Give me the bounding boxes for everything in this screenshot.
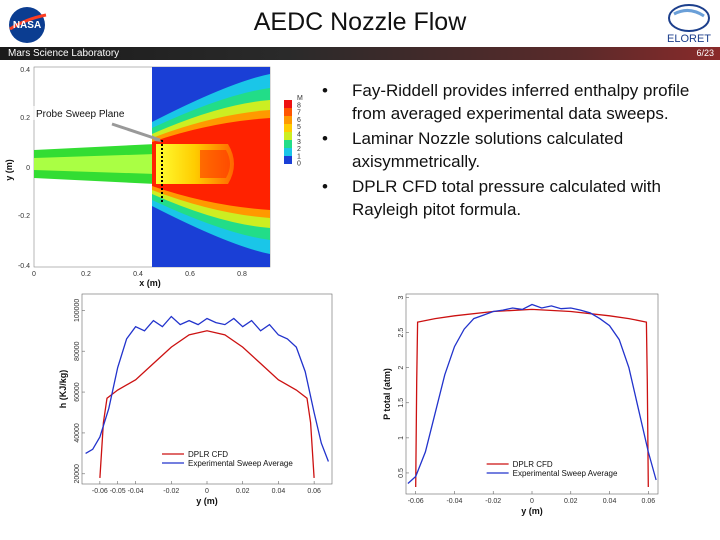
- contour-x-tick: 0.6: [185, 271, 195, 278]
- colorbar-label: 5: [297, 124, 301, 131]
- contour-y-tick: 0.2: [20, 115, 30, 122]
- y-tick-label: 1: [398, 436, 405, 440]
- colorbar-label: 0: [297, 161, 301, 168]
- y-tick-label: 0.5: [398, 468, 405, 478]
- y-axis-label: P total (atm): [382, 368, 392, 420]
- bullet-item: • Laminar Nozzle solutions calculated axi…: [322, 128, 714, 173]
- series-line-experimental: [85, 315, 330, 462]
- x-tick-label: -0.05: [110, 488, 126, 495]
- colorbar-label: 7: [297, 110, 301, 117]
- svg-text:NASA: NASA: [13, 20, 41, 31]
- probe-sweep-label: Probe Sweep Plane: [36, 109, 125, 120]
- x-tick-label: 0.06: [641, 498, 655, 505]
- contour-y-tick: 0: [26, 165, 30, 172]
- colorbar: [284, 100, 292, 164]
- page-number: 6/23: [696, 48, 714, 58]
- contour-y-tick: -0.4: [18, 263, 30, 270]
- y-tick-label: 3: [398, 295, 405, 299]
- contour-x-tick: 0: [32, 271, 36, 278]
- x-tick-label: 0: [530, 498, 534, 505]
- plot-area: [81, 293, 333, 485]
- pressure-chart: -0.06 -0.04 -0.02 0 0.02 0.04 0.06 0.5 1 1.5 2 2.5 3…: [382, 293, 659, 516]
- plot-area: [405, 293, 659, 495]
- y-axis-label: h (KJ/kg): [58, 370, 68, 409]
- eloret-logo-text: ELORET: [667, 33, 711, 45]
- contour-y-label: y (m): [4, 159, 14, 181]
- x-tick-label: 0.02: [236, 488, 250, 495]
- legend-label: Experimental Sweep Average: [188, 459, 293, 468]
- contour-y-ticks: 0.4 0.2 0 -0.2 -0.4: [18, 67, 30, 270]
- x-tick-label: -0.06: [92, 488, 108, 495]
- contour-y-tick: -0.2: [18, 213, 30, 220]
- legend-label: DPLR CFD: [188, 450, 228, 459]
- y-tick-label: 80000: [74, 341, 81, 361]
- bullet-text: Laminar Nozzle solutions calculated axis…: [352, 129, 624, 171]
- x-tick-label: 0: [205, 488, 209, 495]
- enthalpy-chart: -0.06 -0.05 -0.04 -0.02 0 0.02 0.04 0.06 20000 40…: [58, 293, 333, 506]
- contour-y-tick: 0.4: [20, 67, 30, 74]
- x-tick-label: -0.04: [446, 498, 462, 505]
- y-tick-label: 2: [398, 366, 405, 370]
- x-tick-label: -0.04: [128, 488, 144, 495]
- annotation-arrow: [111, 122, 161, 142]
- x-tick-label: -0.06: [408, 498, 424, 505]
- contour-x-label: x (m): [139, 278, 161, 288]
- bullet-item: • Fay-Riddell provides inferred enthalpy …: [322, 80, 714, 125]
- series-line-dplr-cfd: [99, 330, 315, 478]
- nasa-logo: NASA: [9, 7, 47, 43]
- y-tick-label: 2.5: [398, 328, 405, 338]
- series-line-experimental: [407, 303, 657, 484]
- colorbar-label: 6: [297, 117, 301, 124]
- contour-x-tick: 0.8: [237, 271, 247, 278]
- y-tick-label: 40000: [74, 423, 81, 443]
- header-bar: [0, 47, 720, 60]
- eloret-logo: ELORET: [660, 2, 718, 46]
- colorbar-label: 2: [297, 146, 301, 153]
- colorbar-label: 4: [297, 132, 301, 139]
- y-tick-label: 60000: [74, 382, 81, 402]
- x-tick-label: 0.06: [307, 488, 321, 495]
- bullet-text: Fay-Riddell provides inferred enthalpy p…: [352, 81, 690, 123]
- series-line-dplr-cfd: [415, 308, 649, 488]
- bullet-dot: •: [322, 81, 328, 100]
- slide-title: AEDC Nozzle Flow: [253, 8, 467, 36]
- x-tick-label: 0.04: [603, 498, 617, 505]
- contour-x-ticks: 0 0.2 0.4 0.6 0.8: [32, 271, 247, 278]
- y-tick-label: 20000: [74, 464, 81, 484]
- legend-label: Experimental Sweep Average: [513, 469, 618, 478]
- x-tick-label: -0.02: [163, 488, 179, 495]
- x-tick-label: -0.02: [485, 498, 501, 505]
- y-tick-label: 1.5: [398, 398, 405, 408]
- contour-x-tick: 0.2: [81, 271, 91, 278]
- colorbar-label: 1: [297, 153, 301, 160]
- y-tick-label: 100000: [74, 299, 81, 322]
- header-subtitle: Mars Science Laboratory: [8, 48, 120, 59]
- x-axis-label: y (m): [196, 496, 218, 506]
- colorbar-label: M: [297, 95, 303, 102]
- bullet-text: DPLR CFD total pressure calculated with …: [352, 177, 661, 219]
- x-axis-label: y (m): [521, 506, 543, 516]
- x-tick-label: 0.04: [272, 488, 286, 495]
- x-tick-label: 0.02: [564, 498, 578, 505]
- colorbar-label: 8: [297, 102, 301, 109]
- bullet-item: • DPLR CFD total pressure calculated with…: [322, 176, 714, 221]
- bullet-list: • Fay-Riddell provides inferred enthalpy …: [322, 80, 714, 224]
- bullet-dot: •: [322, 129, 328, 148]
- legend-label: DPLR CFD: [513, 460, 553, 469]
- contour-x-tick: 0.4: [133, 271, 143, 278]
- bullet-dot: •: [322, 177, 328, 196]
- colorbar-label: 3: [297, 139, 301, 146]
